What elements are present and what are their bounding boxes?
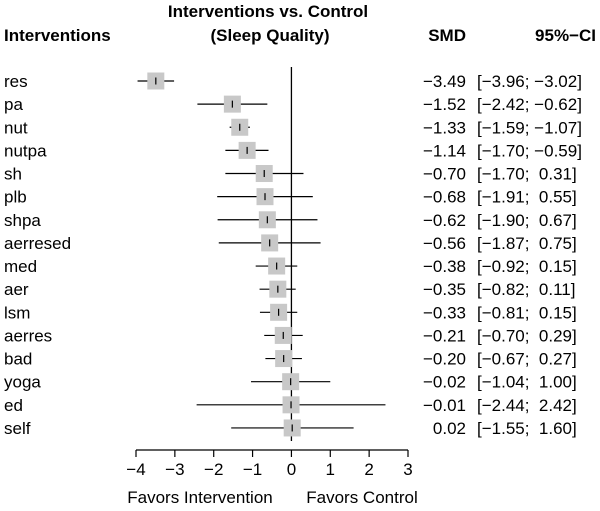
study-label-yoga: yoga — [4, 373, 41, 392]
smd-value-yoga: −0.02 — [423, 373, 466, 392]
study-label-plb: plb — [4, 188, 27, 207]
ci-header: 95%−CI — [535, 26, 596, 45]
study-label-med: med — [4, 257, 37, 276]
study-label-shpa: shpa — [4, 211, 41, 230]
x-tick-label-6: 2 — [364, 460, 373, 479]
smd-value-self: 0.02 — [433, 419, 466, 438]
study-label-lsm: lsm — [4, 303, 30, 322]
study-label-aerres: aerres — [4, 326, 52, 345]
interventions-header: Interventions — [4, 26, 111, 45]
favors-intervention-label: Favors Intervention — [127, 488, 273, 507]
chart-title-line-1: Interventions vs. Control — [168, 2, 368, 21]
study-label-pa: pa — [4, 95, 23, 114]
ci-value-sh: [−1.70; 0.31] — [477, 165, 577, 184]
smd-value-res: −3.49 — [423, 72, 466, 91]
study-label-self: self — [4, 419, 31, 438]
x-tick-label-3: −1 — [243, 460, 262, 479]
smd-value-aer: −0.35 — [423, 280, 466, 299]
smd-value-bad: −0.20 — [423, 350, 466, 369]
study-label-nutpa: nutpa — [4, 141, 47, 160]
x-tick-label-7: 3 — [403, 460, 412, 479]
smd-value-ed: −0.01 — [423, 396, 466, 415]
study-label-aerresed: aerresed — [4, 234, 71, 253]
ci-value-pa: [−2.42; −0.62] — [477, 95, 582, 114]
ci-value-aer: [−0.82; 0.11] — [477, 280, 575, 299]
x-tick-label-2: −2 — [204, 460, 223, 479]
x-tick-label-5: 1 — [326, 460, 335, 479]
study-label-sh: sh — [4, 165, 22, 184]
smd-value-med: −0.38 — [423, 257, 466, 276]
smd-value-plb: −0.68 — [423, 188, 466, 207]
ci-value-self: [−1.55; 1.60] — [477, 419, 577, 438]
ci-value-nutpa: [−1.70; −0.59] — [477, 141, 582, 160]
smd-value-nutpa: −1.14 — [423, 141, 466, 160]
ci-value-bad: [−0.67; 0.27] — [477, 350, 577, 369]
ci-value-lsm: [−0.81; 0.15] — [477, 303, 577, 322]
ci-value-aerresed: [−1.87; 0.75] — [477, 234, 577, 253]
study-label-aer: aer — [4, 280, 29, 299]
ci-value-shpa: [−1.90; 0.67] — [477, 211, 577, 230]
smd-value-lsm: −0.33 — [423, 303, 466, 322]
smd-value-aerres: −0.21 — [423, 326, 466, 345]
x-tick-label-4: 0 — [287, 460, 296, 479]
smd-value-shpa: −0.62 — [423, 211, 466, 230]
smd-value-sh: −0.70 — [423, 165, 466, 184]
chart-title-line-2: (Sleep Quality) — [210, 26, 329, 45]
study-label-nut: nut — [4, 118, 28, 137]
x-tick-label-0: −4 — [126, 460, 145, 479]
favors-control-label: Favors Control — [306, 488, 417, 507]
ci-value-med: [−0.92; 0.15] — [477, 257, 577, 276]
ci-value-yoga: [−1.04; 1.00] — [477, 373, 577, 392]
smd-value-pa: −1.52 — [423, 95, 466, 114]
ci-value-plb: [−1.91; 0.55] — [477, 188, 577, 207]
ci-value-aerres: [−0.70; 0.29] — [477, 326, 577, 345]
ci-value-ed: [−2.44; 2.42] — [477, 396, 577, 415]
ci-value-nut: [−1.59; −1.07] — [477, 118, 582, 137]
study-label-res: res — [4, 72, 28, 91]
smd-value-aerresed: −0.56 — [423, 234, 466, 253]
smd-header: SMD — [428, 26, 466, 45]
study-label-bad: bad — [4, 350, 32, 369]
study-label-ed: ed — [4, 396, 23, 415]
ci-value-res: [−3.96; −3.02] — [477, 72, 582, 91]
smd-value-nut: −1.33 — [423, 118, 466, 137]
x-tick-label-1: −3 — [165, 460, 184, 479]
